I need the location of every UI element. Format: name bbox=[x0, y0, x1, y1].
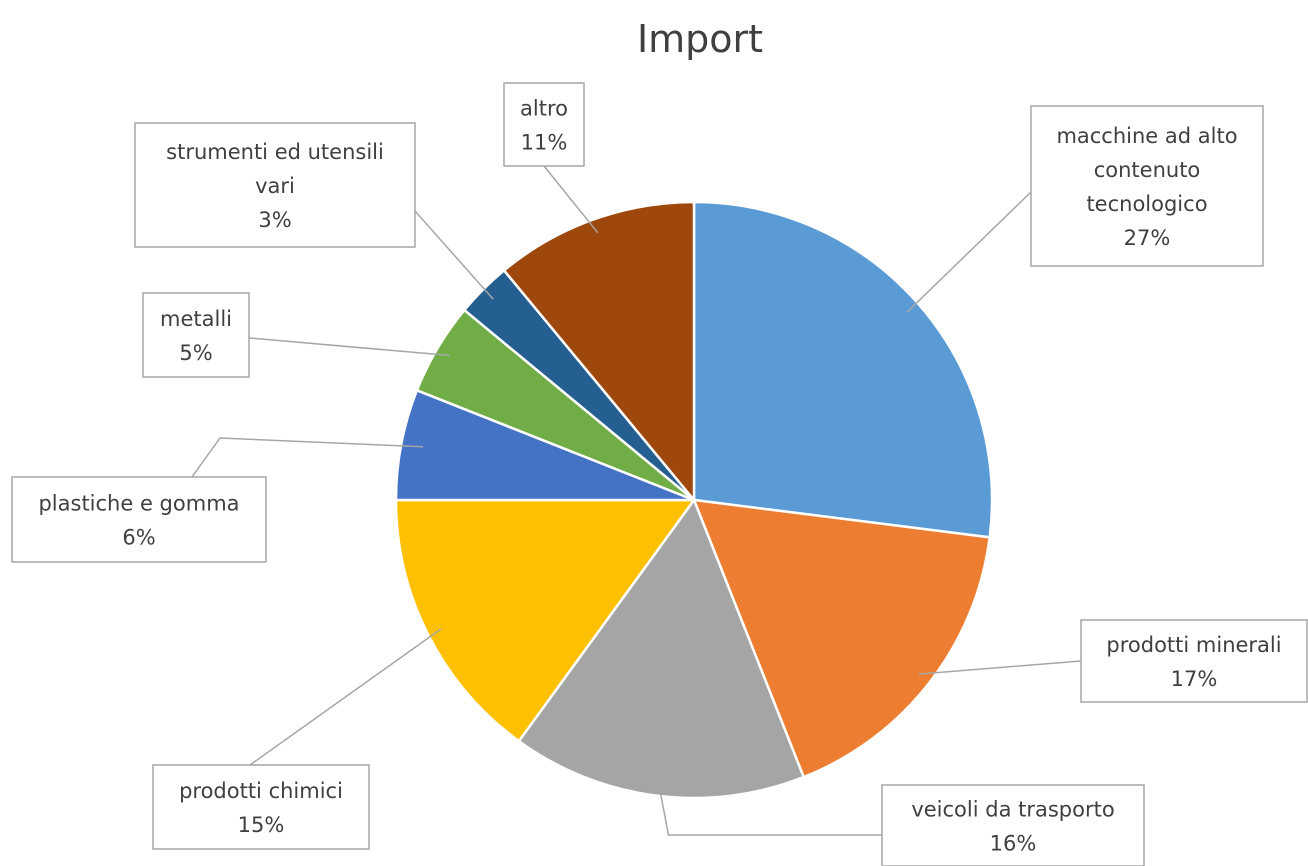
data-label-box bbox=[1030, 105, 1264, 267]
leader-line-4 bbox=[249, 628, 442, 766]
data-label-category: plastiche e gomma bbox=[38, 492, 239, 516]
data-label-value: 11% bbox=[521, 131, 568, 155]
leader-line-8 bbox=[543, 165, 599, 234]
data-label-category: vari bbox=[255, 174, 295, 198]
leader-line-2 bbox=[918, 660, 1082, 675]
data-label-4: prodotti chimici 15% bbox=[152, 764, 370, 850]
data-label-box bbox=[134, 122, 416, 248]
data-label-category: contenuto bbox=[1094, 158, 1201, 182]
data-label-box bbox=[881, 784, 1145, 866]
data-label-box bbox=[503, 82, 585, 167]
data-label-box bbox=[11, 476, 267, 563]
data-label-category: veicoli da trasporto bbox=[911, 798, 1114, 822]
data-label-box bbox=[152, 764, 370, 850]
data-label-category: prodotti minerali bbox=[1106, 633, 1281, 657]
pie-slice-4 bbox=[394, 498, 697, 743]
leader-line-5 bbox=[191, 437, 424, 478]
leader-line-7 bbox=[414, 210, 494, 300]
data-label-category: strumenti ed utensili bbox=[166, 140, 384, 164]
data-label-category: metalli bbox=[160, 307, 232, 331]
data-labels: macchine ad alto contenuto tecnologico 27% p… bbox=[11, 82, 1308, 866]
data-label-category: altro bbox=[520, 97, 568, 121]
data-label-value: 27% bbox=[1124, 226, 1171, 250]
data-label-value: 3% bbox=[258, 208, 291, 232]
data-label-7: strumenti ed utensili vari 3% bbox=[134, 122, 416, 248]
data-label-box bbox=[1080, 619, 1308, 703]
data-label-2: prodotti minerali 17% bbox=[1080, 619, 1308, 703]
leader-line-1 bbox=[906, 191, 1032, 313]
data-label-8: altro 11% bbox=[503, 82, 585, 167]
pie-slice-2 bbox=[692, 498, 992, 779]
data-label-1: macchine ad alto contenuto tecnologico 27% bbox=[1030, 105, 1264, 267]
leader-line-3 bbox=[657, 781, 882, 836]
data-label-value: 15% bbox=[238, 813, 285, 837]
pie-slice-1 bbox=[692, 200, 994, 539]
data-label-category: macchine ad alto bbox=[1056, 124, 1237, 148]
data-label-category: prodotti chimici bbox=[179, 779, 343, 803]
data-label-category: tecnologico bbox=[1086, 192, 1207, 216]
data-label-value: 17% bbox=[1171, 667, 1218, 691]
pie-slices bbox=[394, 200, 994, 800]
data-label-3: veicoli da trasporto 16% bbox=[881, 784, 1145, 866]
data-label-value: 6% bbox=[122, 526, 155, 550]
leader-lines bbox=[191, 165, 1082, 836]
data-label-box bbox=[142, 292, 250, 378]
chart-title: Import bbox=[637, 17, 763, 61]
pie-slice-8 bbox=[502, 200, 696, 504]
data-label-5: plastiche e gomma 6% bbox=[11, 476, 267, 563]
data-label-value: 5% bbox=[179, 341, 212, 365]
leader-line-6 bbox=[248, 337, 450, 357]
data-label-value: 16% bbox=[990, 832, 1037, 856]
data-label-6: metalli 5% bbox=[142, 292, 250, 378]
pie-slice-3 bbox=[517, 497, 806, 800]
